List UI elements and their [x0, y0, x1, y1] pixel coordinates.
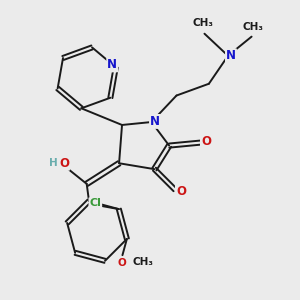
Text: N: N: [150, 115, 160, 128]
Text: O: O: [59, 157, 69, 170]
Text: Cl: Cl: [89, 198, 101, 208]
Text: N: N: [226, 49, 236, 62]
Text: O: O: [118, 257, 126, 268]
Text: N: N: [107, 58, 117, 71]
Text: O: O: [201, 135, 211, 148]
Text: H: H: [49, 158, 58, 168]
Text: CH₃: CH₃: [193, 18, 214, 28]
Text: O: O: [176, 185, 186, 198]
Text: CH₃: CH₃: [243, 22, 264, 32]
Text: CH₃: CH₃: [133, 257, 154, 267]
